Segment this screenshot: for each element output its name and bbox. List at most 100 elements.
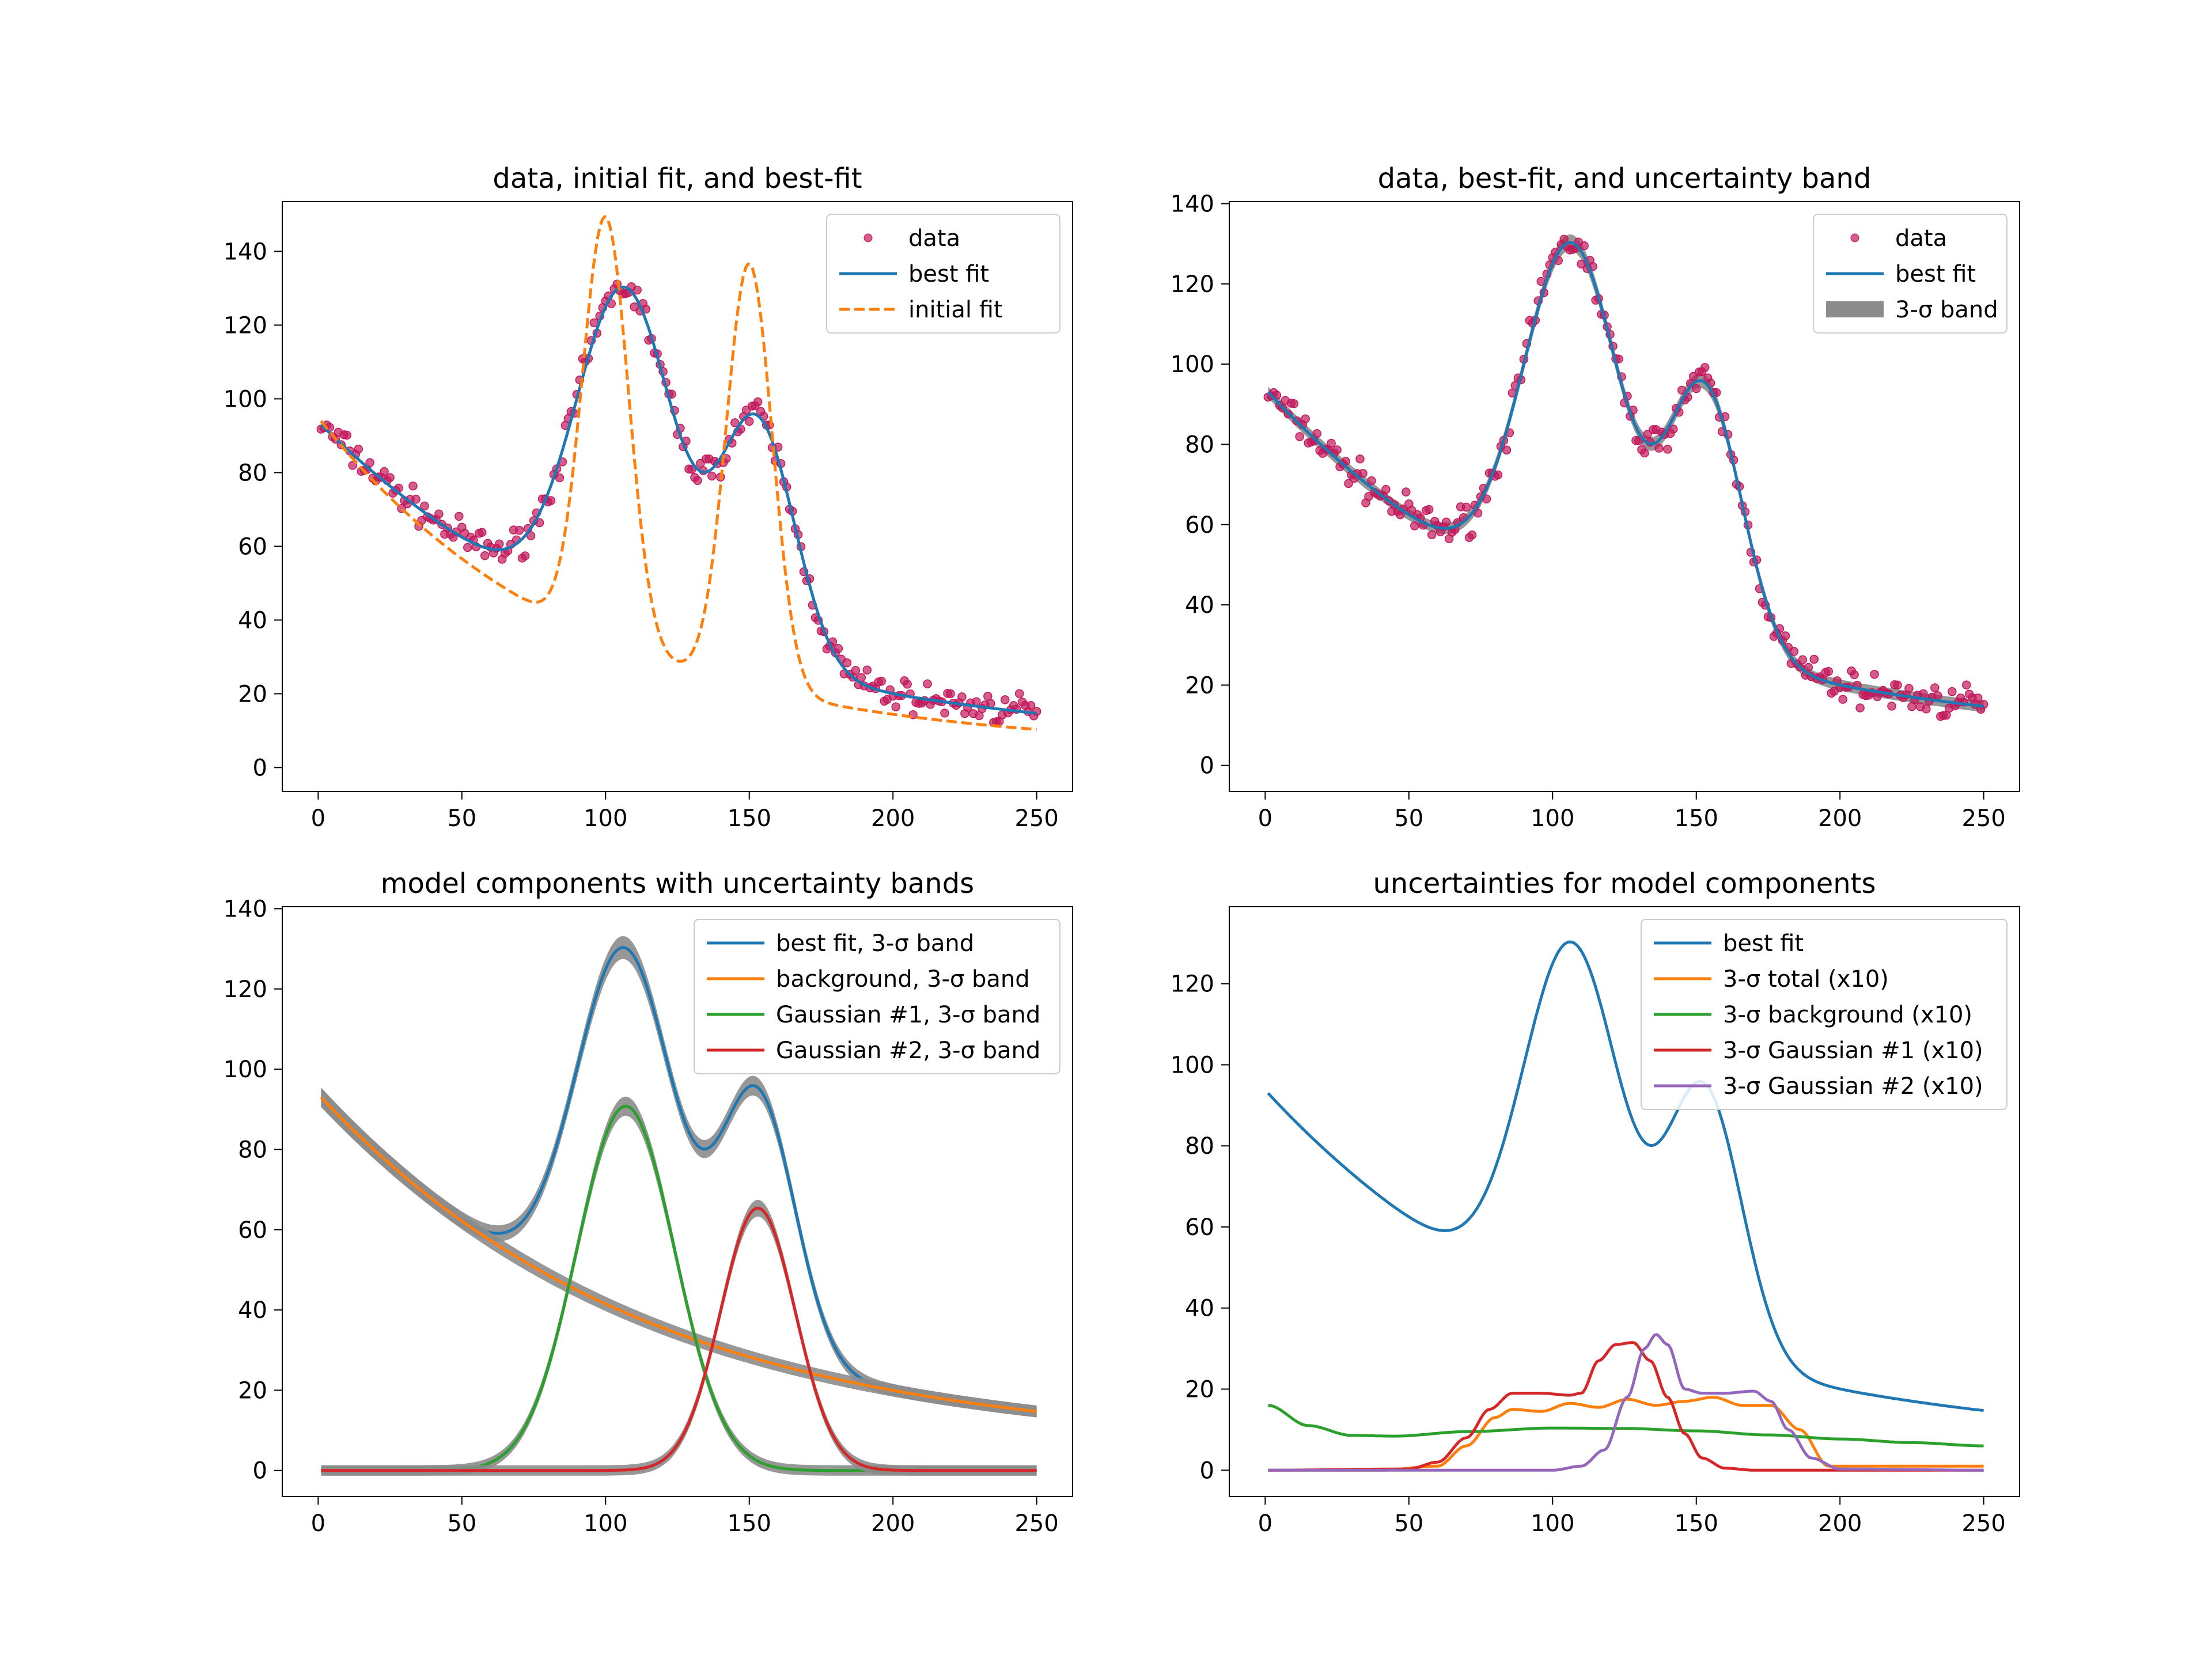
data-point-131 (693, 476, 702, 485)
y-tick-label: 100 (224, 386, 267, 412)
x-tick-label: 250 (1961, 805, 2005, 832)
legend-label: 3-σ Gaussian #2 (x10) (1723, 1073, 1983, 1100)
data-point-83 (555, 473, 565, 483)
y-tick-label: 40 (238, 1297, 267, 1324)
legend-patch (1826, 301, 1884, 317)
x-tick-label: 250 (1014, 1510, 1058, 1537)
data-point-229 (1922, 704, 1931, 714)
data-point-152 (753, 397, 763, 407)
data-point-71 (520, 551, 530, 560)
data-point-24 (385, 473, 395, 482)
x-tick-label: 100 (1531, 1510, 1574, 1537)
data-point-110 (632, 285, 642, 295)
data-point-41 (1381, 484, 1391, 494)
data-point-183 (1789, 647, 1799, 656)
legend-label: 3-σ background (x10) (1723, 1002, 1972, 1028)
data-point-51 (1410, 521, 1419, 531)
x-tick-label: 200 (1818, 1510, 1862, 1537)
y-tick-label: 0 (1200, 1457, 1214, 1484)
data-point-186 (1798, 655, 1808, 665)
data-point-152 (1700, 363, 1710, 372)
x-tick-label: 0 (1258, 1510, 1272, 1537)
chart-title: data, initial fit, and best-fit (493, 162, 862, 195)
x-tick-label: 0 (1258, 805, 1272, 832)
data-point-144 (1677, 385, 1687, 395)
data-point-136 (707, 471, 717, 481)
x-tick-label: 150 (1675, 1510, 1718, 1537)
x-tick-label: 0 (311, 1510, 325, 1537)
x-tick-label: 50 (447, 805, 476, 832)
background-line (320, 1096, 1037, 1413)
y-tick-label: 20 (238, 1377, 267, 1404)
data-point-217 (940, 709, 949, 718)
data-point-211 (1870, 669, 1879, 679)
uncertainty-line-2 (1268, 1404, 1984, 1448)
data-point-36 (1367, 476, 1376, 486)
data-point-48 (1402, 487, 1411, 497)
legend-box (1641, 919, 2008, 1110)
data-point-13 (354, 444, 363, 454)
uncertainty-line-1 (1268, 1396, 1984, 1472)
legend-label: data (908, 225, 960, 252)
y-tick-label: 20 (1185, 1376, 1214, 1403)
legend-marker (1850, 233, 1859, 243)
uncertainty-line-4 (1268, 1333, 1984, 1472)
x-tick-label: 100 (584, 805, 627, 832)
data-point-109 (1577, 259, 1586, 269)
data-point-83 (1502, 445, 1512, 455)
data-point-247 (1026, 701, 1036, 710)
legend-label: best fit (1895, 261, 1976, 287)
data-point-204 (1850, 670, 1859, 680)
y-tick-label: 40 (238, 607, 267, 634)
y-tick-label: 0 (253, 755, 267, 781)
chart-title: model components with uncertainty bands (381, 868, 974, 900)
data-point-247 (1973, 693, 1983, 703)
y-tick-label: 120 (224, 976, 267, 1003)
data-point-32 (408, 481, 418, 491)
data-point-33 (411, 494, 421, 504)
legend-label: background, 3-σ band (776, 966, 1030, 993)
x-tick-label: 50 (1394, 805, 1423, 832)
y-tick-label: 120 (224, 312, 267, 339)
y-tick-label: 80 (1185, 1133, 1214, 1160)
chart-panel-4: 0 50 100 150 200 250 0 20 40 60 80 100 120 uncertaint… (1171, 868, 2020, 1537)
best-fit-line (320, 285, 1037, 715)
data-point-139 (1663, 445, 1672, 454)
y-tick-label: 60 (238, 1217, 267, 1244)
data-point-22 (1327, 438, 1336, 448)
x-tick-label: 250 (1014, 805, 1058, 832)
legend-label: best fit (1723, 930, 1804, 957)
x-tick-label: 150 (1675, 805, 1718, 832)
y-tick-label: 100 (224, 1056, 267, 1083)
data-point-33 (1358, 469, 1368, 478)
uncertainty-line-3 (1268, 1341, 1984, 1472)
x-tick-label: 100 (584, 1510, 627, 1537)
legend: data best fit 3-σ band (1813, 214, 2008, 334)
data-point-204 (903, 680, 912, 689)
data-point-57 (1427, 530, 1437, 540)
background-band (321, 1088, 1037, 1418)
y-tick-label: 20 (1185, 672, 1214, 699)
data-point-80 (1493, 470, 1503, 480)
data-point-149 (1691, 384, 1701, 393)
y-tick-label: 0 (253, 1458, 267, 1484)
y-tick-label: 60 (1185, 1214, 1214, 1241)
data-point-48 (454, 512, 464, 521)
plot-area (1267, 940, 1984, 1472)
data-point-22 (380, 467, 389, 476)
data-point-238 (1001, 695, 1010, 704)
data-point-69 (514, 525, 524, 535)
x-tick-label: 200 (871, 805, 915, 832)
legend-label: 3-σ total (x10) (1723, 966, 1889, 993)
y-tick-label: 60 (238, 533, 267, 560)
plot-area (316, 215, 1041, 731)
y-tick-label: 60 (1185, 512, 1214, 539)
data-point-228 (1919, 689, 1928, 699)
y-tick-label: 40 (1185, 1296, 1214, 1322)
data-point-110 (1580, 241, 1589, 251)
plot-area (1263, 234, 1988, 721)
legend-marker (863, 233, 873, 243)
gaussian-1-line (321, 1104, 1037, 1472)
data-point-180 (834, 644, 843, 653)
